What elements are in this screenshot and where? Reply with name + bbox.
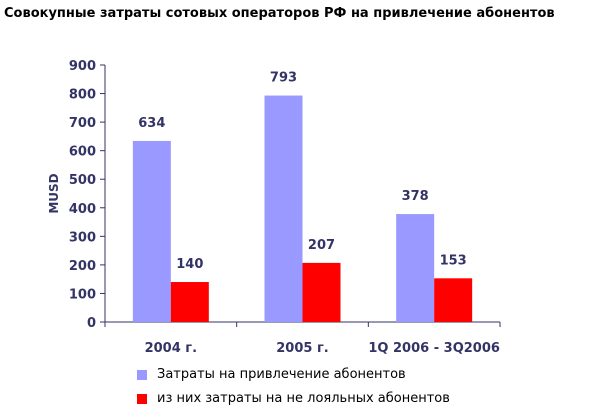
y-tick-label: 900 [69, 59, 96, 74]
legend-swatch-series-2 [137, 393, 147, 404]
legend-item-series-2: из них затраты на не лояльных абонентов [137, 391, 450, 406]
legend-label-series-2: из них затраты на не лояльных абонентов [157, 391, 450, 406]
bar-series-1 [396, 214, 435, 322]
legend-item-series-1: Затраты на привлечение абонентов [137, 367, 406, 382]
y-tick-label: 100 [69, 287, 96, 302]
data-label: 207 [308, 238, 335, 253]
data-label: 378 [402, 189, 429, 204]
y-tick-label: 500 [69, 173, 96, 188]
data-label: 793 [270, 71, 297, 86]
data-label: 140 [176, 257, 203, 272]
y-tick-label: 800 [69, 88, 96, 103]
y-tick-label: 200 [69, 259, 96, 274]
bar-series-2 [434, 278, 473, 322]
data-label: 153 [440, 253, 467, 268]
y-tick-label: 400 [69, 202, 96, 217]
bar-series-2 [170, 282, 209, 322]
x-category-label: 2004 г. [145, 341, 197, 356]
legend-swatch-series-1 [137, 369, 147, 380]
legend-label-series-1: Затраты на привлечение абонентов [157, 367, 406, 382]
bar-series-1 [264, 95, 303, 322]
x-category-label: 1Q 2006 - 3Q2006 [368, 341, 500, 356]
y-tick-label: 0 [87, 316, 96, 331]
x-category-label: 2005 г. [276, 341, 328, 356]
chart-title: Совокупные затраты сотовых операторов РФ… [4, 6, 555, 21]
bar-series-1 [132, 140, 171, 322]
y-tick-label: 300 [69, 230, 96, 245]
y-tick-label: 600 [69, 145, 96, 160]
y-axis-title: MUSD [47, 173, 61, 213]
data-label: 634 [138, 116, 165, 131]
bar-series-2 [302, 262, 341, 322]
y-tick-label: 700 [69, 116, 96, 131]
